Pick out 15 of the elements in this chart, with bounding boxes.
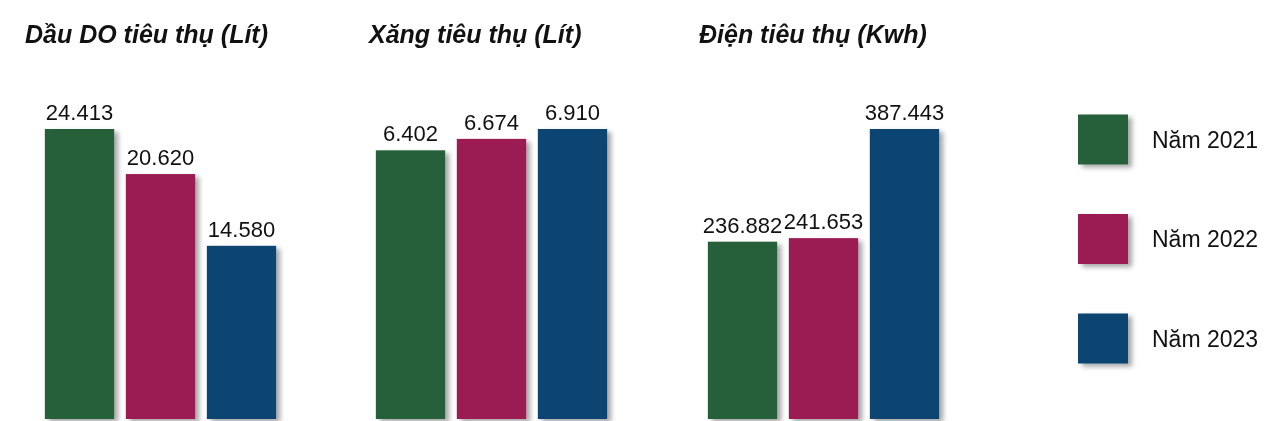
legend-label: Năm 2023 xyxy=(1152,325,1259,352)
data-label: 14.580 xyxy=(207,216,276,242)
data-label: 20.620 xyxy=(126,145,195,171)
data-label: 6.402 xyxy=(382,121,439,147)
chart-title: Điện tiêu thụ (Kwh) xyxy=(699,20,927,48)
data-label: 236.882 xyxy=(702,212,783,238)
chart-title: Xăng tiêu thụ (Lít) xyxy=(367,20,582,48)
chart-title: Dầu DO tiêu thụ (Lít) xyxy=(25,20,269,48)
data-label: 387.443 xyxy=(864,100,945,125)
data-label: 241.653 xyxy=(783,209,864,235)
data-label: 6.674 xyxy=(463,109,520,135)
legend-label: Năm 2021 xyxy=(1152,126,1259,153)
data-label: 24.413 xyxy=(45,100,114,125)
legend-label: Năm 2022 xyxy=(1152,226,1259,252)
data-label: 6.910 xyxy=(544,100,601,125)
